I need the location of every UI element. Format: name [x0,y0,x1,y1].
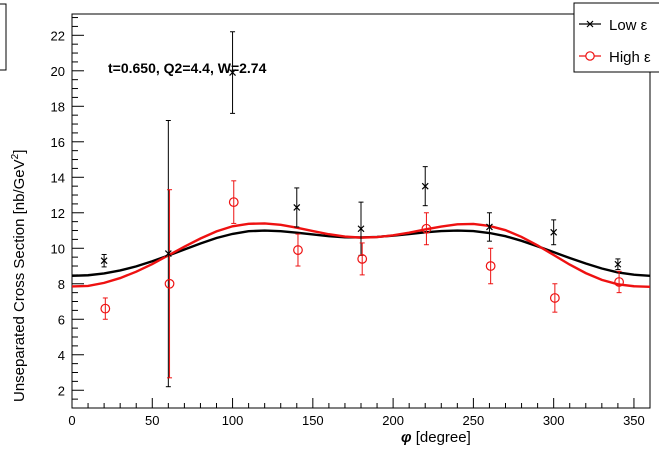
legend-entry-low: Low ε [579,17,648,34]
legend-low-label: Low ε [609,17,648,34]
x-tick-label: 200 [382,413,404,428]
kinematics-annotation: t=0.650, Q2=4.4, W=2.74 [108,60,267,76]
x-tick-label: 100 [222,413,244,428]
low-eps-point-stroke [614,260,622,268]
high-eps-point [164,278,175,289]
x-tick-label: 50 [145,413,159,428]
low-eps-point-stroke [421,182,429,190]
high-eps-point [421,223,432,234]
x-axis-unit: [degree] [416,429,471,446]
y-tick-label: 18 [51,99,65,114]
y-axis-title-exponent: 2 [10,153,21,159]
tick-labels-layer: 0 50 100 150 200 250 300 350 2 4 6 8 10 12 14 16 18 20 22 [51,28,645,428]
high-eps-point [549,293,560,303]
x-tick-label: 150 [302,413,324,428]
x-axis-title: φ [degree] [401,429,471,446]
low-eps-point-stroke [293,204,301,211]
high-eps-point [357,254,368,264]
high-eps-point [100,303,111,314]
y-axis-title-main: Unseparated Cross Section [nb/GeV [11,159,28,402]
x-axis-phi-symbol: φ [401,429,412,446]
legend-box [573,2,659,73]
y-tick-label: 22 [51,28,65,43]
low-eps-point [421,182,429,190]
y-axis-title: Unseparated Cross Section [nb/GeV2] [10,150,28,402]
error-bars-layer [101,31,622,388]
y-tick-label: 16 [51,135,65,150]
y-tick-label: 20 [51,64,65,79]
low-eps-point [100,257,108,265]
y-tick-label: 4 [58,348,65,363]
y-tick-label: 12 [51,206,65,221]
low-eps-point-stroke [164,250,172,258]
low-eps-point [357,225,365,233]
y-tick-label: 2 [58,383,65,398]
y-tick-label: 6 [58,312,65,327]
low-eps-point-stroke [357,225,365,233]
low-eps-point [164,250,172,258]
y-axis-title-close: ] [11,150,28,154]
x-tick-label: 0 [68,413,75,428]
y-tick-label: 10 [51,241,65,256]
y-tick-label: 8 [58,277,65,292]
high-eps-point [293,245,303,255]
legend: Low ε High ε [573,2,659,73]
high-eps-point [485,261,496,271]
low-eps-point [614,260,622,268]
low-eps-point [229,69,236,76]
high-eps-point [228,197,239,208]
low-eps-point-stroke [229,69,236,76]
x-tick-label: 350 [623,413,645,428]
markers-layer [100,69,624,314]
clipped-left-box [0,3,7,71]
low-eps-point [550,228,558,236]
low-eps-point [486,223,493,231]
x-tick-label: 250 [463,413,485,428]
x-tick-label: 300 [543,413,565,428]
legend-entry-high: High ε [579,49,651,66]
low-eps-point-stroke [486,223,493,231]
plot-frame-layer [71,13,651,409]
low-eps-point [293,204,301,211]
high-eps-point [614,277,624,287]
legend-high-label: High ε [609,49,651,66]
y-tick-label: 14 [51,170,65,185]
legend-high-marker [585,51,595,61]
legend-low-marker [586,20,594,28]
low-eps-point-stroke [550,228,558,236]
low-eps-point-stroke [100,257,108,265]
